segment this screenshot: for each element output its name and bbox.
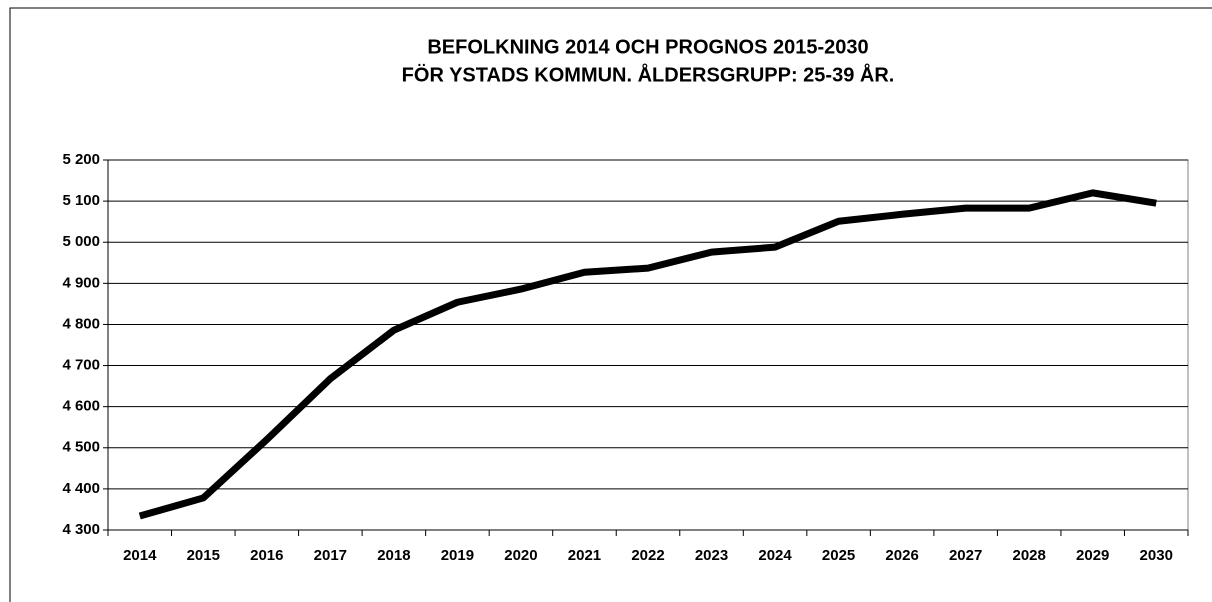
y-tick-label: 4 600	[62, 398, 100, 415]
x-tick-label: 2014	[123, 547, 157, 564]
x-tick-label: 2029	[1076, 547, 1109, 564]
y-tick-label: 4 700	[62, 357, 100, 374]
y-tick-label: 5 200	[62, 151, 100, 168]
x-tick-label: 2027	[949, 547, 982, 564]
data-line	[138, 189, 1157, 520]
x-tick-label: 2028	[1012, 547, 1045, 564]
y-tick-label: 5 100	[62, 192, 100, 209]
x-tick-label: 2030	[1140, 547, 1173, 564]
x-tick-label: 2018	[377, 547, 410, 564]
x-tick-label: 2023	[695, 547, 728, 564]
x-tick-label: 2022	[631, 547, 664, 564]
x-tick-label: 2017	[314, 547, 347, 564]
chart-border	[9, 7, 1212, 602]
x-tick-label: 2016	[250, 547, 283, 564]
x-tick-label: 2025	[822, 547, 855, 564]
y-tick-label: 4 500	[62, 439, 100, 456]
y-tick-label: 4 800	[62, 315, 100, 332]
y-tick-label: 4 300	[62, 521, 100, 538]
x-tick-label: 2024	[758, 547, 792, 564]
chart-title: BEFOLKNING 2014 OCH PROGNOS 2015-2030	[427, 36, 868, 58]
x-tick-label: 2020	[504, 547, 537, 564]
y-tick-label: 5 000	[62, 233, 100, 250]
x-tick-label: 2015	[187, 547, 220, 564]
x-tick-label: 2026	[885, 547, 918, 564]
x-tick-label: 2019	[441, 547, 474, 564]
x-tick-label: 2021	[568, 547, 601, 564]
y-tick-label: 4 400	[62, 480, 100, 497]
chart-title: FÖR YSTADS KOMMUN. ÅLDERSGRUPP: 25-39 ÅR…	[402, 62, 895, 86]
y-tick-label: 4 900	[62, 274, 100, 291]
